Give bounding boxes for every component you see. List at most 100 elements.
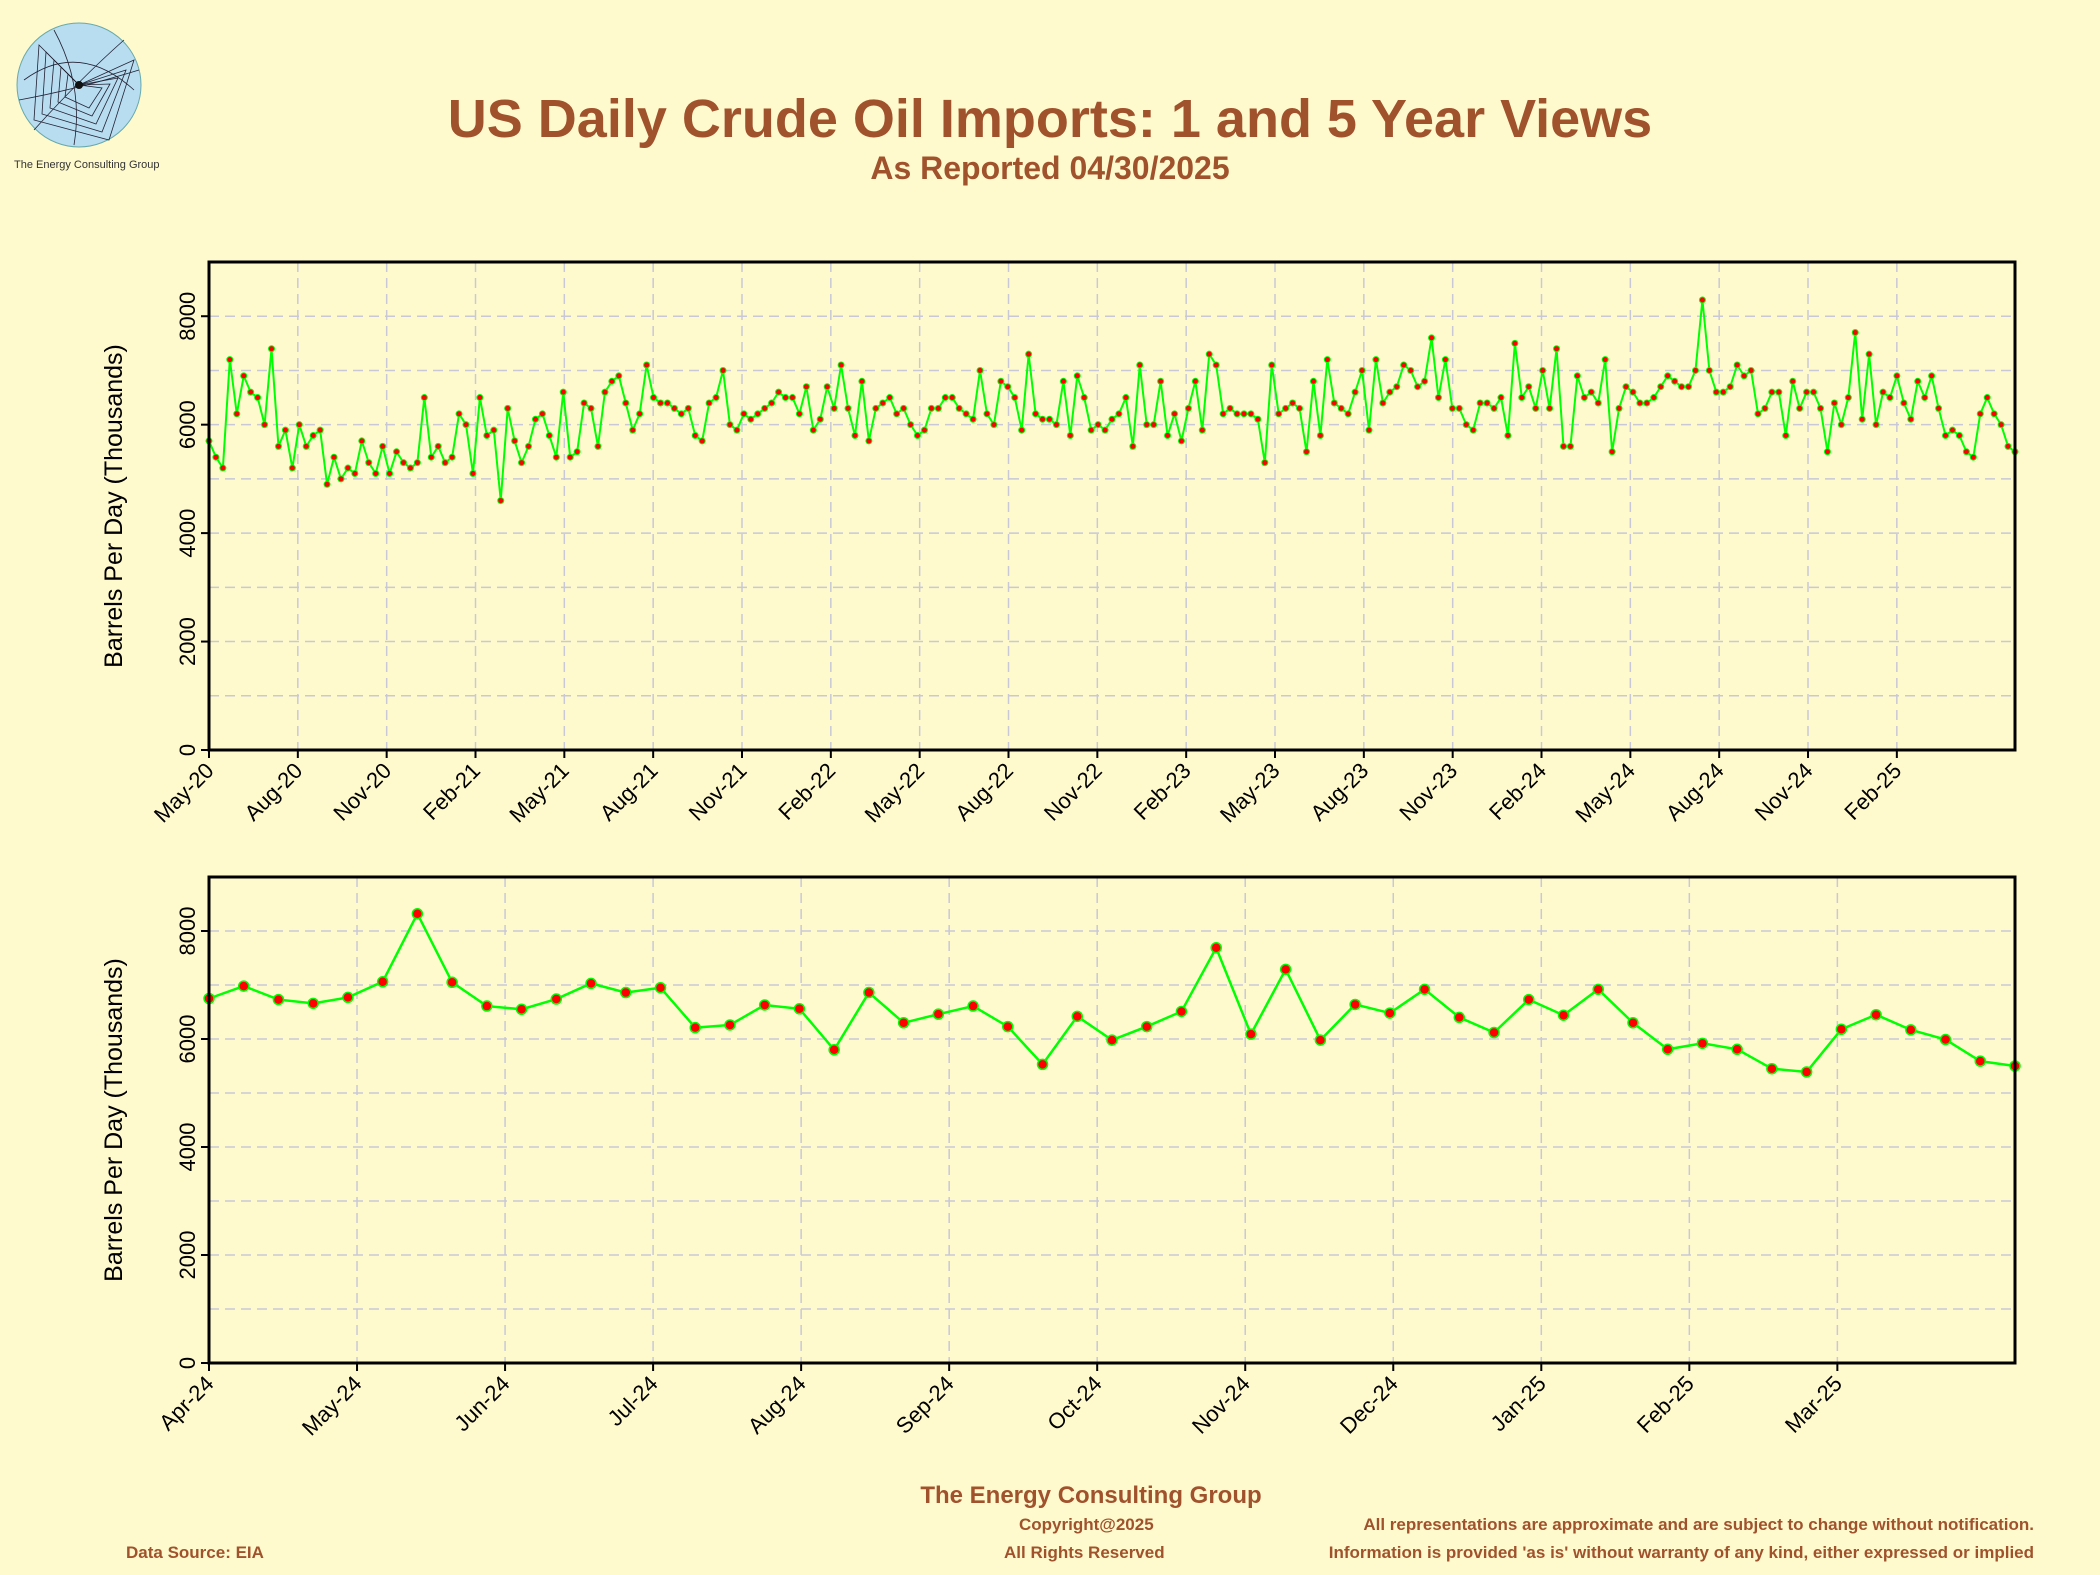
chart-5yr-data-point	[497, 497, 505, 505]
chart-5yr-data-point	[1247, 410, 1255, 418]
chart-1yr-data-point	[1939, 1033, 1952, 1046]
chart-5yr-data-point	[1837, 421, 1845, 429]
chart-5yr-data-point	[886, 394, 894, 402]
chart-5yr-data-point	[1893, 372, 1901, 380]
chart-1yr-data-point	[967, 1000, 979, 1012]
chart-1yr-xtick-label: Oct-24	[1042, 1371, 1106, 1435]
chart-5yr-xtick-label: Feb-24	[1484, 758, 1551, 825]
chart-5yr-xtick-label: Aug-22	[950, 758, 1018, 826]
chart-5yr-data-point	[1914, 377, 1922, 385]
chart-5yr-data-point	[1212, 361, 1220, 369]
chart-5yr-data-point	[1539, 366, 1547, 374]
chart-5yr-xtick-label: May-22	[860, 758, 930, 828]
chart-5yr-data-point	[775, 388, 783, 396]
chart-5yr-data-point	[802, 383, 810, 391]
chart-5yr-data-point	[1101, 426, 1109, 434]
chart-subtitle: As Reported 04/30/2025	[870, 150, 1230, 186]
chart-5yr-data-point	[1143, 421, 1151, 429]
chart-1yr-data-point	[1036, 1058, 1049, 1071]
chart-5yr-data-point	[1671, 377, 1679, 385]
chart-5yr-data-point	[399, 459, 407, 467]
chart-5yr-data-point	[1157, 377, 1165, 385]
chart-5yr-data-point	[580, 399, 588, 407]
chart-5yr-data-point	[684, 404, 692, 412]
chart-5yr-xtick-label: Nov-22	[1039, 758, 1107, 826]
chart-5yr-data-point	[1476, 399, 1484, 407]
chart-5yr-data-point	[1018, 426, 1026, 434]
chart-5yr-data-point	[427, 453, 435, 461]
chart-5yr-data-point	[1851, 328, 1859, 336]
chart-5yr-data-point	[1289, 399, 1297, 407]
chart-5yr-data-point	[1205, 350, 1213, 358]
chart-5yr-data-point	[434, 442, 442, 450]
chart-5yr-data-point	[761, 404, 769, 412]
chart-5yr-data-point	[1052, 421, 1060, 429]
chart-5yr-data-point	[1323, 356, 1331, 364]
chart-1yr-xtick-label: Sep-24	[891, 1371, 959, 1439]
chart-5yr-data-point	[337, 475, 345, 483]
chart-5yr-data-point	[1240, 410, 1248, 418]
chart-5yr-data-point	[601, 388, 609, 396]
chart-1yr-ytick-label: 4000	[175, 1123, 200, 1172]
chart-1yr-data-point	[376, 976, 389, 988]
chart-5yr-data-point	[1226, 404, 1234, 412]
chart-1yr-data-point	[620, 986, 632, 999]
chart-5yr-data-point	[1066, 432, 1074, 440]
chart-5yr-data-point	[1879, 388, 1887, 396]
chart-5yr-data-point	[268, 345, 276, 353]
chart-5yr-data-point	[900, 404, 908, 412]
chart-5yr-data-point	[1073, 372, 1081, 380]
chart-5yr-data-point	[969, 415, 977, 423]
chart-5yr-xtick-label: May-20	[149, 758, 219, 828]
chart-5yr-data-point	[1698, 296, 1706, 304]
chart-5yr-data-point	[1969, 453, 1977, 461]
chart-1yr-data-point	[1870, 1008, 1882, 1021]
chart-1yr: Apr-24 May-24 Jun-24 Jul-24 Aug-24 Sep-24 Oct-…	[100, 875, 2021, 1440]
chart-5yr-data-point	[670, 404, 678, 412]
chart-5yr-data-point	[559, 388, 567, 396]
chart-1yr-data-point	[1731, 1043, 1743, 1056]
chart-1yr-data-point	[1661, 1043, 1674, 1056]
chart-5yr-data-point	[1407, 366, 1415, 374]
chart-5yr-data-point	[914, 432, 922, 440]
chart-1yr-data-point	[1384, 1007, 1396, 1019]
chart-5yr-ylabel: Barrels Per Day (Thousands)	[100, 344, 128, 668]
chart-5yr-data-point	[1942, 432, 1950, 440]
chart-5yr-data-point	[941, 394, 949, 402]
chart-1yr-data-point	[342, 991, 354, 1004]
chart-1yr-data-point	[1974, 1055, 1987, 1067]
chart-5yr-data-point	[1282, 404, 1290, 412]
chart-1yr-ytick-label: 8000	[175, 907, 200, 956]
chart-1yr-data-point	[1696, 1037, 1709, 1050]
chart-1yr-data-point	[758, 999, 771, 1011]
chart-5yr-data-point	[413, 459, 421, 467]
chart-5yr-data-point	[1365, 426, 1373, 434]
chart-5yr-data-point	[726, 421, 734, 429]
chart-5yr-data-point	[1094, 421, 1102, 429]
chart-5yr-data-point	[1428, 334, 1436, 342]
chart-5yr-data-point	[420, 394, 428, 402]
chart-5yr-xtick-label: Nov-23	[1394, 758, 1462, 826]
chart-5yr-data-point	[927, 404, 935, 412]
chart-1yr-data-point	[585, 977, 597, 990]
chart-5yr-data-point	[1254, 415, 1262, 423]
chart-5yr-data-point	[1705, 366, 1713, 374]
chart-1yr-data-point	[1453, 1011, 1466, 1024]
chart-5yr-data-point	[1518, 394, 1526, 402]
chart-5yr-ytick-label: 4000	[175, 509, 200, 558]
footer-source: Data Source: EIA	[126, 1543, 264, 1562]
chart-5yr-data-point	[1976, 410, 1984, 418]
chart-5yr-data-point	[976, 366, 984, 374]
chart-5yr-data-point	[441, 459, 449, 467]
chart-5yr-data-point	[448, 453, 456, 461]
chart-1yr-data-point	[1557, 1009, 1570, 1021]
chart-5yr-data-point	[1122, 394, 1130, 402]
chart-5yr-data-point	[768, 399, 776, 407]
chart-5yr-data-point	[865, 437, 873, 445]
chart-5yr-data-point	[469, 469, 477, 477]
chart-1yr-xtick-label: Jun-24	[449, 1371, 514, 1436]
chart-5yr-data-point	[1803, 388, 1811, 396]
chart-5yr-data-point	[552, 453, 560, 461]
chart-5yr-data-point	[698, 437, 706, 445]
chart-5yr-data-point	[323, 480, 331, 488]
